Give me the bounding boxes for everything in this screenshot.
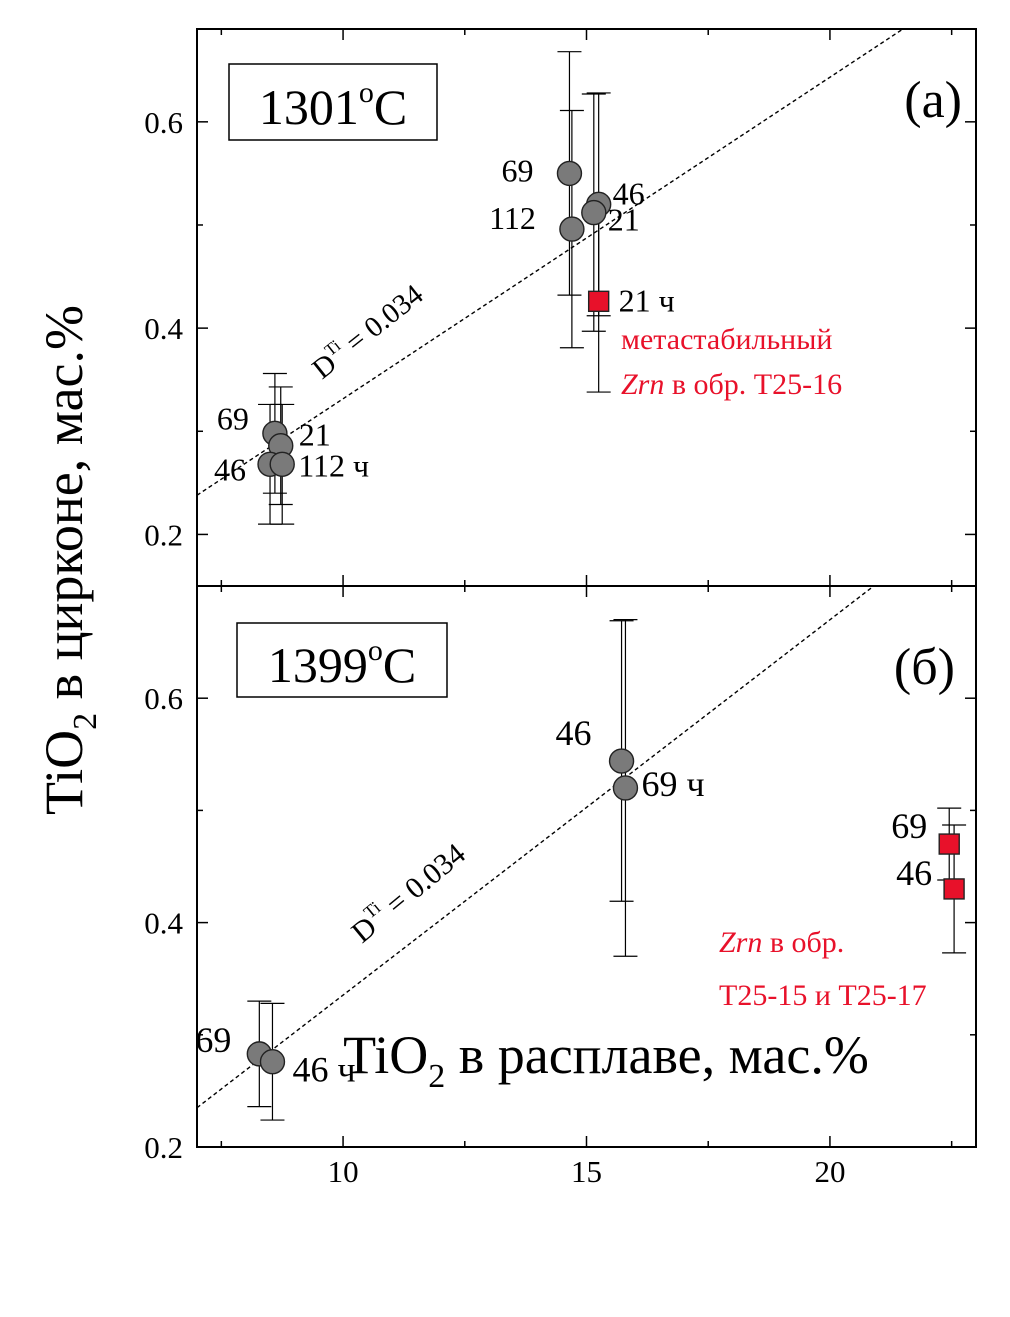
panel-a-point-label: 112: [489, 200, 536, 236]
panel-b: 46 69 ч 69 46 ч 69 46: [195, 586, 967, 1121]
axes: 0.2 0.4 0.6 0.2 0.4 0.6 10 15 20: [144, 29, 976, 1189]
panel-a-square-label: 21 ч: [619, 282, 675, 318]
panel-a-point-label: 69: [217, 400, 249, 436]
panel-a-point-label: 112 ч: [298, 447, 369, 483]
panel-b-d-label: DTi = 0.034: [343, 834, 472, 949]
panel-b-note-line2: Т25-15 и Т25-17: [719, 979, 927, 1012]
panel-b-point-label: 69: [195, 1020, 231, 1060]
panel-a-note-line2: Zrn в обр. Т25-16: [621, 368, 842, 401]
panel-a-ytick-label: 0.2: [144, 517, 183, 552]
panel-a-point-label: 46: [613, 175, 645, 211]
panel-a-point-circle: [269, 451, 295, 477]
panel-a-ytick-label: 0.4: [144, 311, 183, 346]
panel-b-point-label: 69 ч: [641, 764, 704, 804]
panel-a-point-label: 69: [501, 152, 533, 188]
panel-a-point-label: 21: [608, 202, 640, 238]
panel-b-point-circle: [259, 1049, 286, 1075]
panel-b-fit-line: [197, 586, 875, 1109]
panel-a-point-circle: [556, 160, 583, 187]
panel-b-point-square: [938, 833, 960, 855]
panel-a-d-label: DTi = 0.034: [305, 276, 430, 386]
panel-b-note-line1: Zrn в обр.: [719, 926, 844, 959]
xtick-label: 10: [328, 1154, 359, 1189]
panel-a-ytick-label: 0.6: [144, 105, 183, 140]
panel-a-point-label: 21: [299, 417, 331, 453]
panel-b-letter: (б): [894, 639, 955, 696]
panel-b-square-label: 46: [896, 853, 932, 893]
panel-b-point-label: 46: [556, 713, 592, 753]
panel-b-ytick-label: 0.4: [144, 906, 183, 941]
panel-a-temp-label: 1301oC: [259, 76, 407, 135]
panel-b-point-circle: [612, 775, 639, 801]
xtick-label: 15: [571, 1154, 602, 1189]
panel-a-temp-box: [228, 63, 438, 141]
panel-b-point-circle: [608, 748, 635, 774]
panel-a-letter: (а): [904, 72, 962, 129]
panel-a-point-label: 46: [214, 451, 246, 487]
panel-b-ytick-label: 0.6: [144, 681, 183, 716]
panel-b-square-label: 69: [891, 806, 927, 846]
xtick-label: 20: [814, 1154, 845, 1189]
panel-b-ytick-label: 0.2: [144, 1130, 183, 1165]
y-axis-title: TiO2 в цирконе, мас.%: [34, 305, 104, 815]
panel-a-point-circle: [581, 199, 607, 226]
panel-a-point-circle: [559, 216, 585, 242]
panel-a-note-line1: метастабильный: [621, 323, 832, 356]
panel-a-point-square: [587, 290, 610, 313]
panel-b-point-square: [943, 878, 965, 900]
x-axis-title: TiO2 в расплаве, мас.%: [343, 1025, 869, 1095]
panel-b-temp-box: [236, 622, 448, 698]
panel-b-temp-label: 1399oC: [268, 634, 416, 693]
panel-a-fit-line: [197, 29, 904, 496]
panel-b-point-label: 46 ч: [292, 1050, 355, 1090]
